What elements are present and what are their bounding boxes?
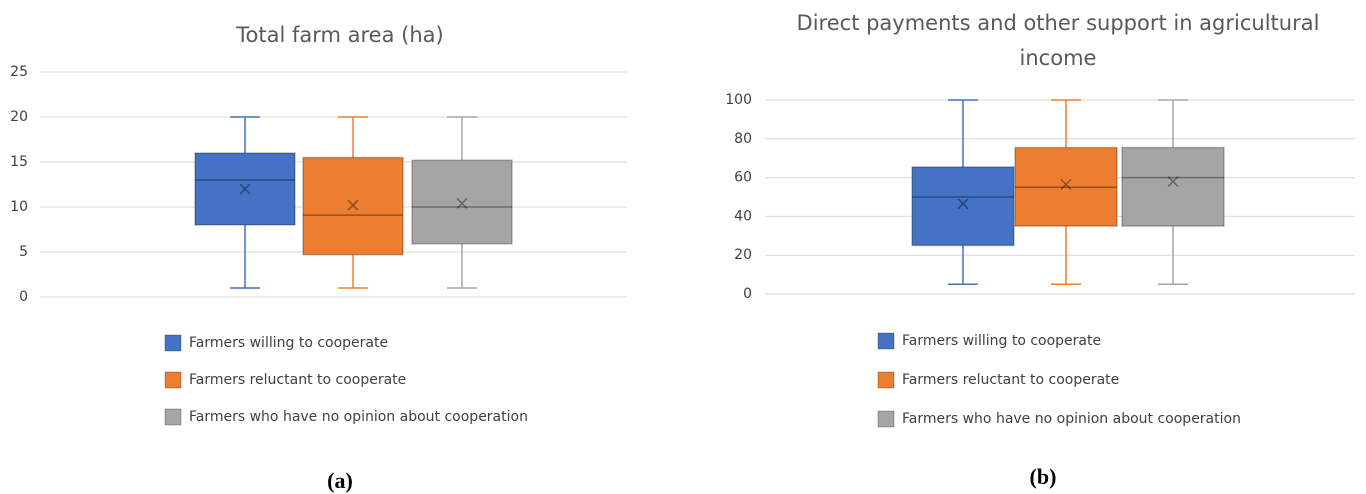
y-tick-label: 0 <box>743 286 752 302</box>
chart-title: Total farm area (ha) <box>236 23 444 47</box>
caption-text: (a) <box>327 468 353 493</box>
box <box>1014 146 1118 227</box>
chart-title: Direct payments and other support in agr… <box>796 11 1320 70</box>
chart-caption: (b) <box>1003 464 1083 490</box>
box <box>194 152 296 226</box>
legend-label: Farmers who have no opinion about cooper… <box>902 411 1241 427</box>
y-tick-label: 15 <box>10 154 28 170</box>
y-tick-label: 0 <box>19 289 28 305</box>
legend-label: Farmers willing to cooperate <box>902 333 1101 349</box>
y-tick-label: 60 <box>734 170 752 186</box>
y-tick-label: 20 <box>734 247 752 263</box>
y-tick-label: 25 <box>10 64 28 80</box>
legend-swatch <box>877 332 895 350</box>
y-tick-label: 20 <box>10 109 28 125</box>
mean-marker <box>456 197 468 209</box>
legend-swatch <box>877 371 895 389</box>
box <box>911 166 1015 247</box>
mean-marker <box>1060 178 1072 190</box>
y-tick-label: 100 <box>725 92 752 108</box>
mean-marker <box>239 183 251 195</box>
legend-label: Farmers willing to cooperate <box>189 335 388 351</box>
box <box>411 159 513 245</box>
y-tick-label: 10 <box>10 199 28 215</box>
y-tick-label: 80 <box>734 131 752 147</box>
legend-label: Farmers who have no opinion about cooper… <box>189 409 528 425</box>
legend-swatch <box>877 410 895 428</box>
mean-marker <box>1167 175 1179 188</box>
y-tick-label: 40 <box>734 208 752 224</box>
legend-swatch <box>164 334 182 352</box>
legend-swatch <box>164 408 182 426</box>
y-tick-label: 5 <box>19 244 28 260</box>
legend-label: Farmers reluctant to cooperate <box>902 372 1119 388</box>
chart-caption: (a) <box>300 468 380 494</box>
legend-swatch <box>164 371 182 389</box>
mean-marker <box>957 198 969 210</box>
box <box>302 156 404 256</box>
caption-text: (b) <box>1029 464 1057 489</box>
box <box>1121 146 1225 227</box>
mean-marker <box>347 199 359 211</box>
legend-label: Farmers reluctant to cooperate <box>189 372 406 388</box>
